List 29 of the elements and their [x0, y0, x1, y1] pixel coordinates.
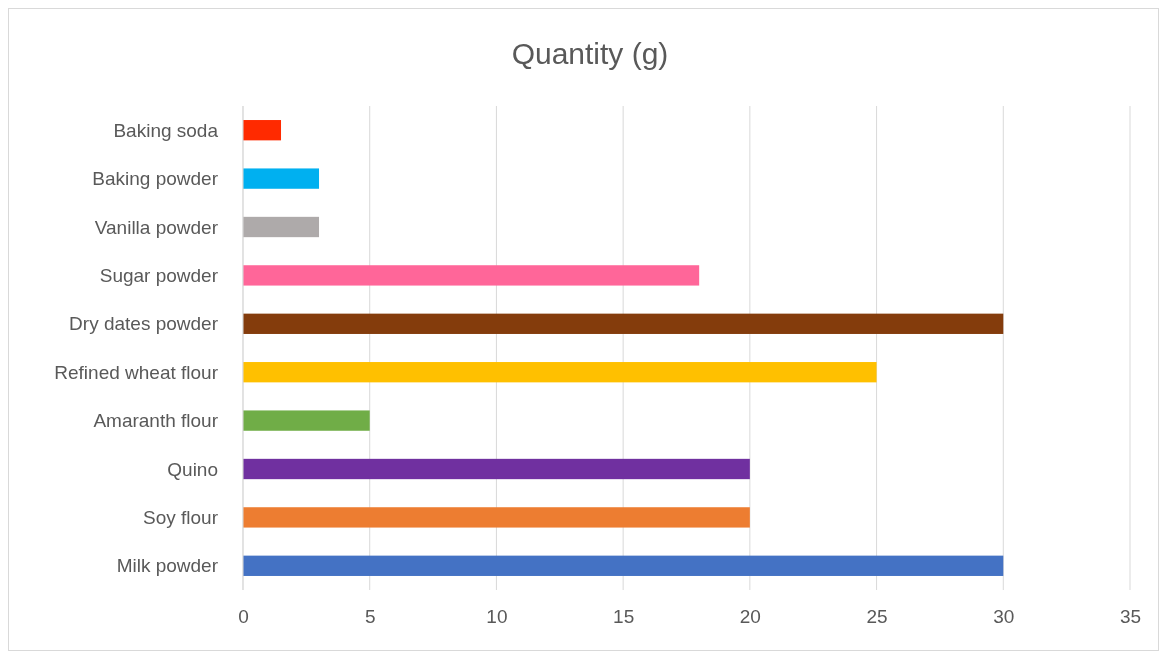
x-tick-label: 35 — [1119, 606, 1142, 628]
x-tick-label: 10 — [486, 606, 508, 628]
y-tick-label: Amaranth flour — [93, 410, 219, 432]
y-tick-label: Baking powder — [92, 168, 219, 190]
bar — [243, 362, 877, 383]
bar — [243, 313, 1004, 334]
x-tick-label: 0 — [238, 606, 249, 628]
bar — [243, 216, 320, 238]
y-tick-label: Soy flour — [143, 507, 219, 529]
y-tick-label: Baking soda — [113, 119, 219, 141]
y-tick-label: Milk powder — [116, 555, 219, 577]
bar — [243, 265, 700, 286]
chart-title: Quantity (g) — [511, 37, 669, 70]
bar — [243, 120, 282, 141]
x-tick-label: 15 — [613, 606, 635, 628]
bar — [243, 555, 1004, 576]
bar — [243, 168, 320, 189]
bar — [243, 507, 750, 528]
x-tick-label: 5 — [364, 606, 376, 628]
y-tick-label: Quino — [167, 458, 218, 480]
bar — [243, 410, 370, 431]
y-tick-label: Vanilla powder — [94, 216, 219, 238]
x-tick-label: 30 — [993, 606, 1015, 628]
y-tick-label: Refined wheat flour — [54, 361, 219, 383]
y-tick-label: Dry dates powder — [69, 313, 219, 335]
x-tick-label: 20 — [739, 606, 761, 628]
x-tick-label: 25 — [866, 606, 888, 628]
y-tick-label: Sugar powder — [99, 265, 219, 287]
bar — [243, 458, 750, 480]
